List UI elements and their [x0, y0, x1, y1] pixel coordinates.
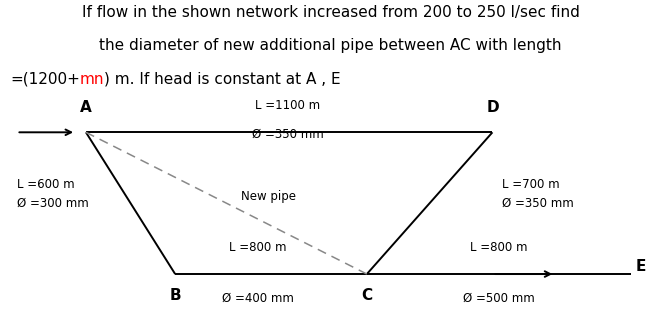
Text: Ø =400 mm: Ø =400 mm: [222, 291, 293, 304]
Text: New pipe: New pipe: [241, 190, 296, 203]
Text: E: E: [636, 259, 646, 274]
Text: Ø =500 mm: Ø =500 mm: [463, 291, 535, 304]
Text: =(1200+: =(1200+: [10, 72, 80, 87]
Text: Ø =350 mm: Ø =350 mm: [252, 128, 323, 140]
Text: L =600 m: L =600 m: [17, 178, 74, 191]
Text: C: C: [362, 288, 372, 303]
Text: L =800 m: L =800 m: [229, 241, 286, 254]
Text: A: A: [80, 100, 92, 115]
Text: Ø =300 mm: Ø =300 mm: [17, 197, 89, 210]
Text: D: D: [486, 100, 499, 115]
Text: mn: mn: [80, 72, 104, 87]
Text: ) m. If head is constant at A , E: ) m. If head is constant at A , E: [104, 72, 341, 87]
Text: the diameter of new additional pipe between AC with length: the diameter of new additional pipe betw…: [99, 38, 562, 54]
Text: L =1100 m: L =1100 m: [255, 99, 320, 112]
Text: B: B: [169, 288, 181, 303]
Text: Ø =350 mm: Ø =350 mm: [502, 197, 574, 210]
Text: If flow in the shown network increased from 200 to 250 l/sec find: If flow in the shown network increased f…: [81, 5, 580, 20]
Text: L =800 m: L =800 m: [471, 241, 527, 254]
Text: L =700 m: L =700 m: [502, 178, 560, 191]
